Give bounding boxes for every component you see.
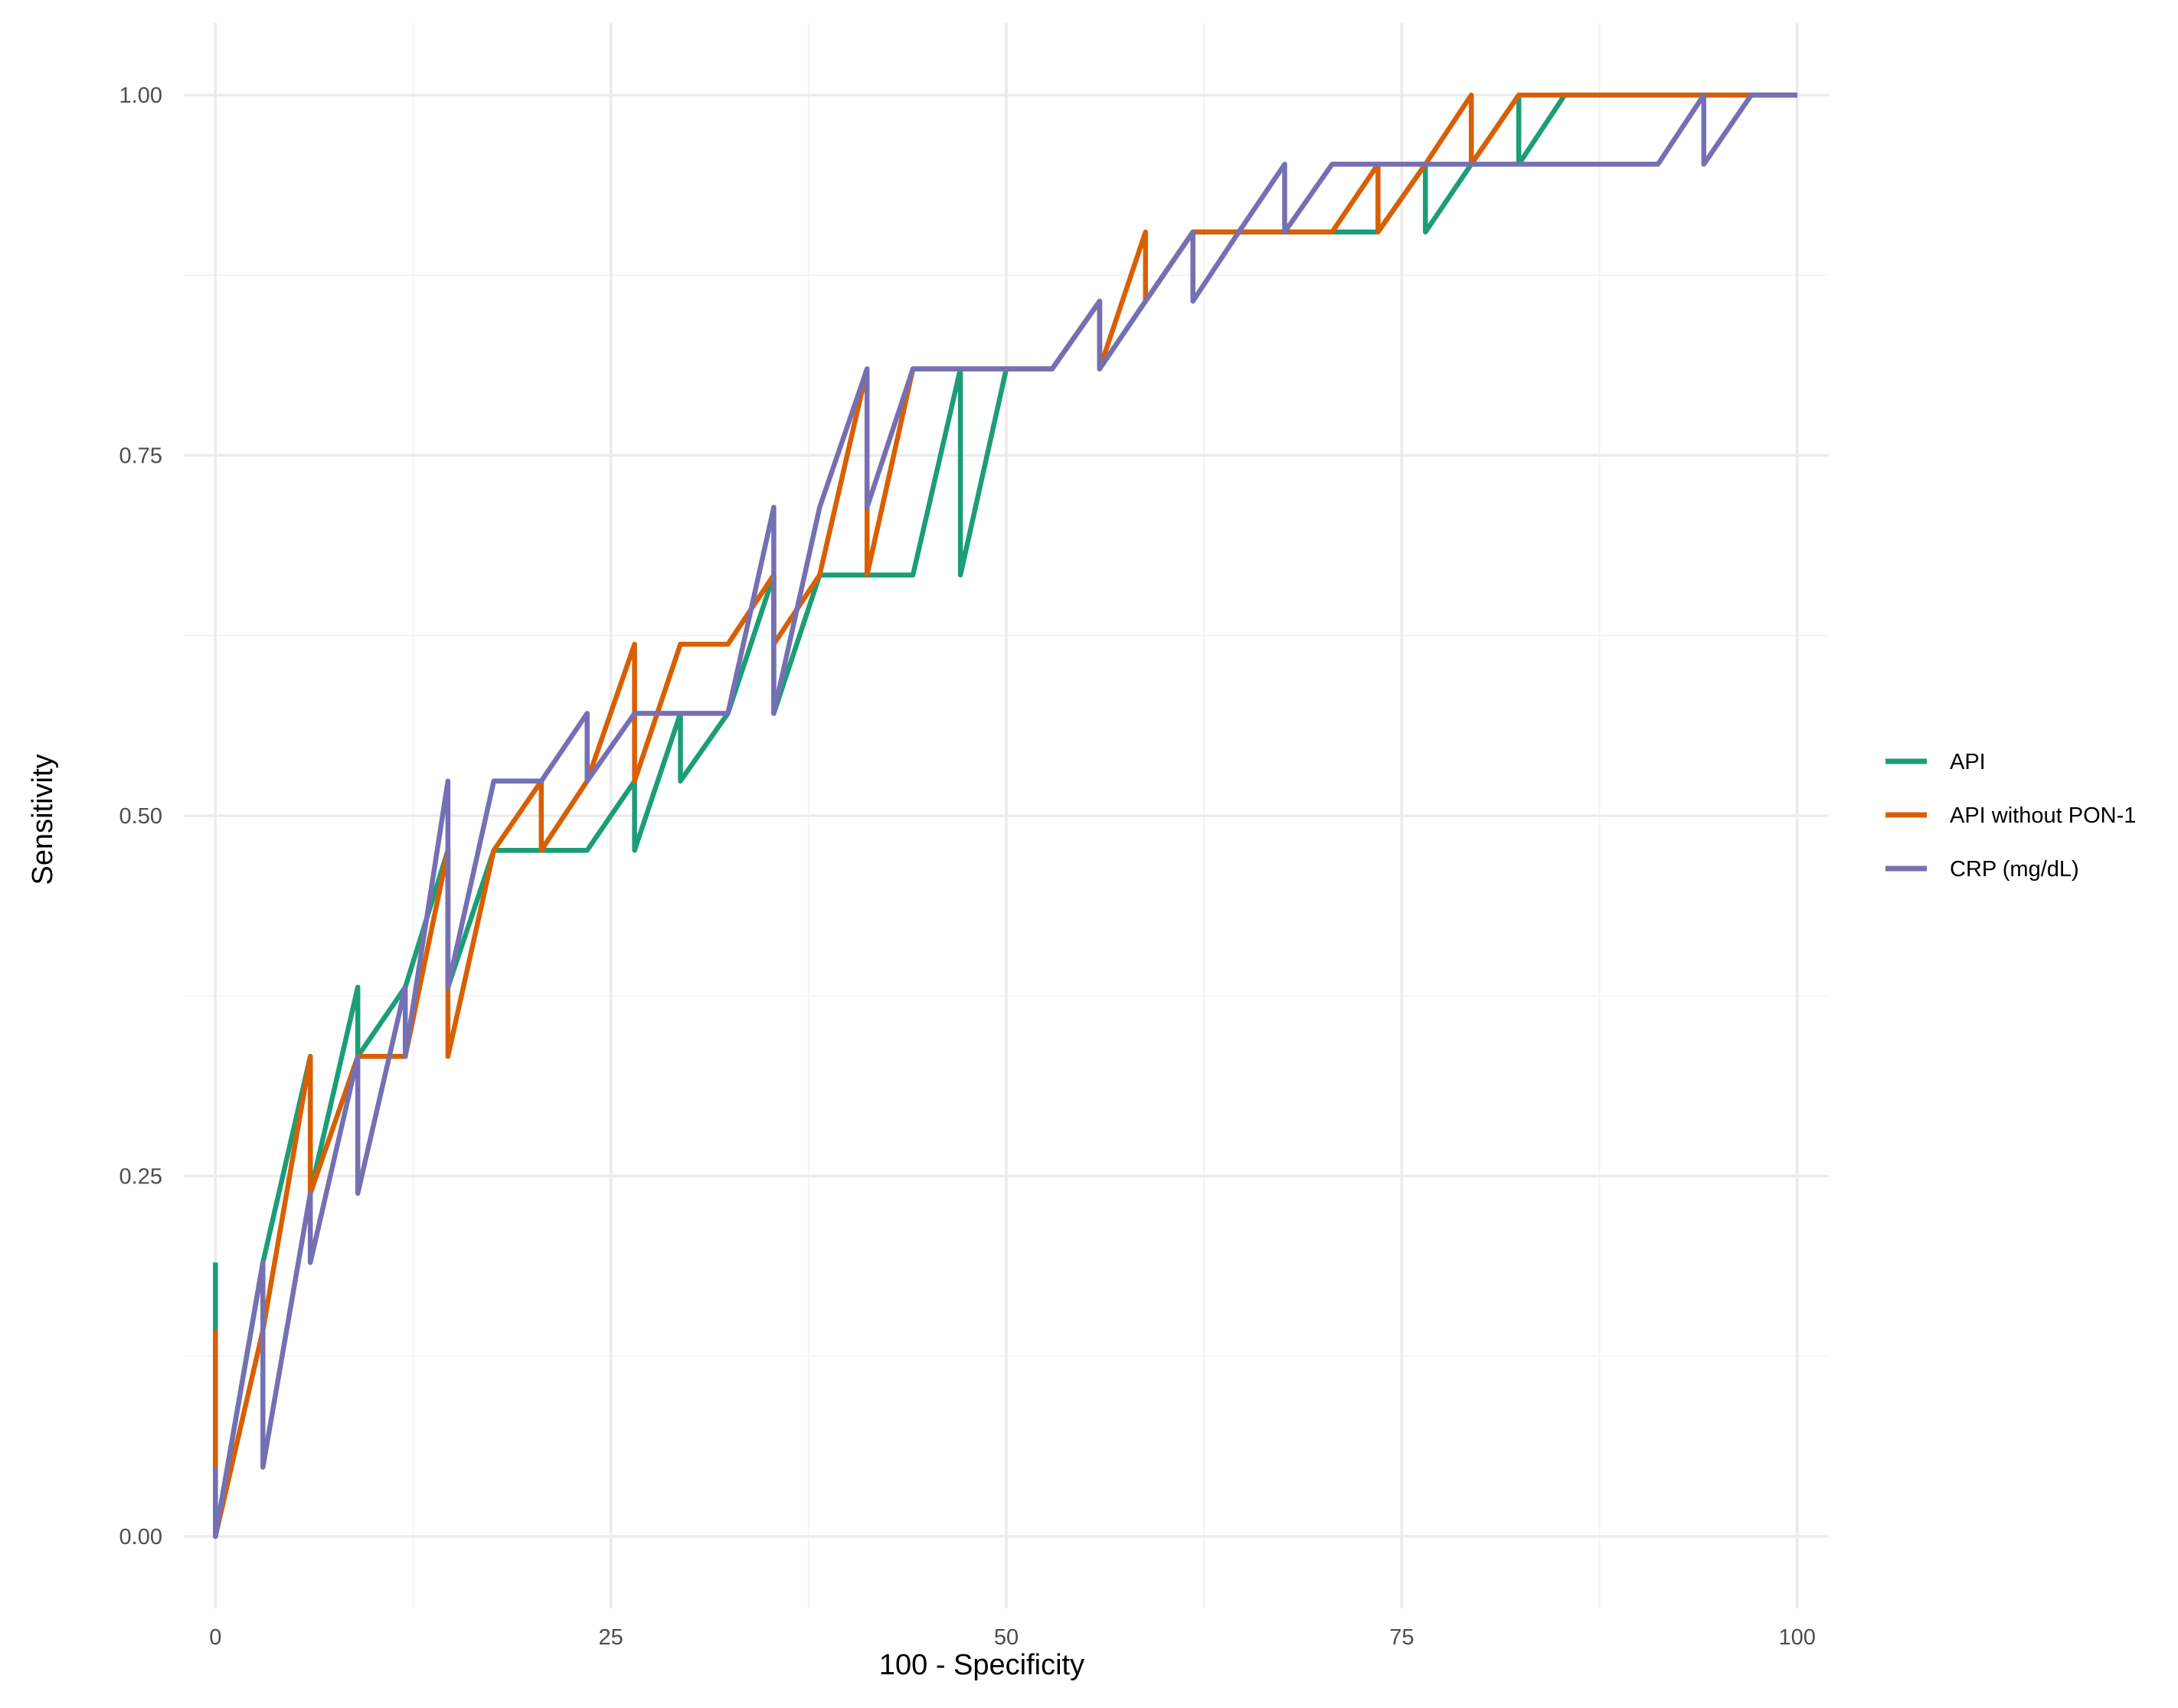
x-tick-label: 0 [209,1625,221,1650]
y-axis-ticks: 0.00 0.25 0.50 0.75 1.00 [119,83,162,1549]
series-line-3 [213,92,1797,1539]
legend: API API without PON-1 CRP (mg/dL) [1885,750,2136,882]
x-tick-label: 100 [1778,1625,1815,1650]
x-tick-label: 75 [1389,1625,1414,1650]
legend-label-1: API [1950,750,1986,774]
legend-label-3: CRP (mg/dL) [1950,857,2079,882]
y-tick-label: 0.00 [119,1525,162,1549]
y-tick-label: 1.00 [119,83,162,108]
y-axis-title: Sensitivity [27,754,59,885]
y-tick-label: 0.25 [119,1164,162,1189]
legend-label-2: API without PON-1 [1950,803,2136,828]
x-axis-ticks: 0 25 50 75 100 [209,1625,1816,1650]
x-axis-title: 100 - Specificity [879,1649,1084,1681]
y-tick-label: 0.75 [119,444,162,469]
plot-series [213,92,1797,1539]
grid [184,23,1829,1608]
x-tick-label: 25 [599,1625,623,1650]
y-tick-label: 0.50 [119,804,162,829]
x-tick-label: 50 [994,1625,1019,1650]
